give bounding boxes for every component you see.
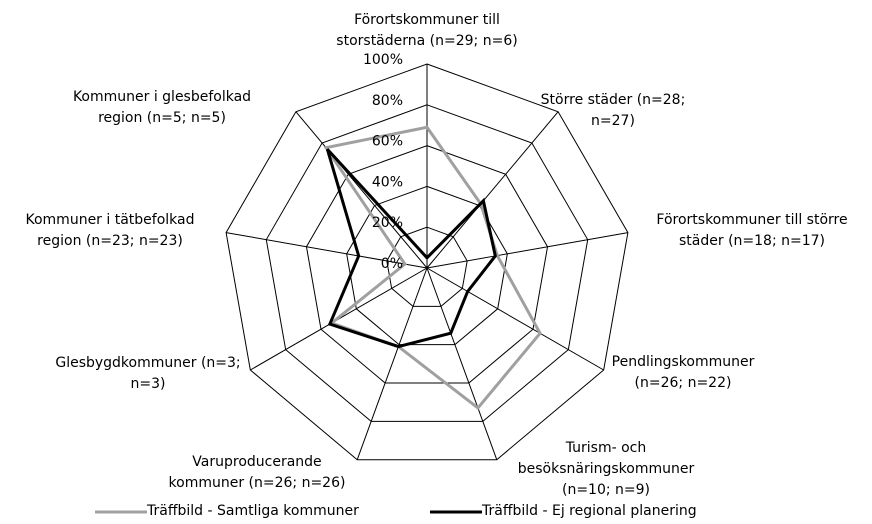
grid-ring xyxy=(225,63,629,461)
category-label: Kommuner i glesbefolkad region (n=5; n=5) xyxy=(73,89,251,126)
category-line: besöksnäringskommuner xyxy=(518,461,695,477)
category-line: (n=10; n=9) xyxy=(562,482,650,498)
category-line: Kommuner i tätbefolkad xyxy=(26,212,195,228)
axis-spoke xyxy=(426,232,628,269)
category-label: Pendlingskommuner (n=26; n=22) xyxy=(612,354,755,391)
category-line: Pendlingskommuner xyxy=(612,354,755,370)
axis-spoke xyxy=(356,267,428,460)
category-line: Turism- och xyxy=(565,440,647,456)
category-line: städer (n=18; n=17) xyxy=(679,233,825,249)
axis-spoke xyxy=(426,267,498,460)
axis-spoke xyxy=(426,111,559,269)
category-line: Glesbygdkommuner (n=3; xyxy=(55,355,240,371)
tick-label: 100% xyxy=(363,52,403,68)
grid-ring xyxy=(305,145,549,384)
series-line xyxy=(325,148,497,349)
category-line: storstäderna (n=29; n=6) xyxy=(336,33,517,49)
category-line: (n=26; n=22) xyxy=(635,375,732,391)
tick-label: 40% xyxy=(372,174,403,190)
axis-spoke xyxy=(226,232,428,269)
category-label: Förortskommuner till storstäderna (n=29; … xyxy=(336,12,517,49)
category-label: Större städer (n=28; n=27) xyxy=(541,92,686,129)
tick-label: 60% xyxy=(372,134,403,150)
category-label: Varuproducerande kommuner (n=26; n=26) xyxy=(169,454,346,491)
axis-spoke xyxy=(295,111,428,269)
category-line: region (n=23; n=23) xyxy=(37,233,183,249)
tick-label: 0% xyxy=(381,256,403,272)
tick-label: 80% xyxy=(372,93,403,109)
category-label: Turism- och besöksnäringskommuner (n=10; n… xyxy=(518,440,695,498)
legend-label: Träffbild - Ej regional planering xyxy=(481,503,697,519)
category-line: n=3) xyxy=(131,376,166,392)
category-label: Glesbygdkommuner (n=3; n=3) xyxy=(55,355,240,392)
category-line: kommuner (n=26; n=26) xyxy=(169,475,346,491)
grid-ring xyxy=(346,185,508,346)
category-line: region (n=5; n=5) xyxy=(98,110,226,126)
legend-label: Träffbild - Samtliga kommuner xyxy=(146,503,359,519)
category-label: Kommuner i tätbefolkad region (n=23; n=23… xyxy=(26,212,195,249)
category-line: Kommuner i glesbefolkad xyxy=(73,89,251,105)
category-line: Förortskommuner till xyxy=(354,12,500,28)
category-line: Varuproducerande xyxy=(192,454,321,470)
category-line: Större städer (n=28; xyxy=(541,92,686,108)
category-line: n=27) xyxy=(591,113,635,129)
tick-label: 20% xyxy=(372,215,403,231)
axis-spoke xyxy=(426,267,604,371)
grid-ring xyxy=(265,104,589,422)
series-line xyxy=(323,125,542,411)
category-label: Förortskommuner till större städer (n=18;… xyxy=(656,212,847,249)
category-line: Förortskommuner till större xyxy=(656,212,847,228)
